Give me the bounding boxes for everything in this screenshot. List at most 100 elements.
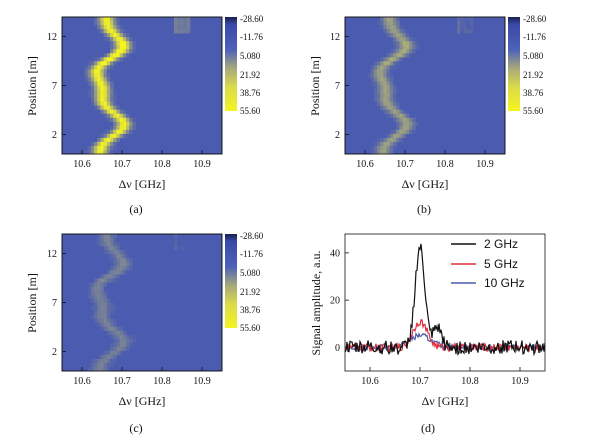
heatmap-cell: [113, 21, 117, 26]
heatmap-cell: [106, 113, 111, 119]
heatmap-cell: [386, 77, 391, 82]
y-tick-label: 12: [47, 249, 57, 260]
heatmap-cell: [183, 29, 188, 34]
heatmap-cell: [373, 73, 378, 78]
heatmap-cell: [106, 350, 111, 356]
heatmap-cell: [87, 61, 92, 66]
heatmap-cell: [119, 49, 124, 54]
heatmap-cell: [103, 109, 108, 115]
heatmap-cell: [174, 29, 178, 34]
heatmap-cell: [393, 61, 397, 66]
heatmap-cell: [399, 37, 403, 42]
heatmap-cell: [119, 37, 124, 42]
heatmap-cell: [370, 69, 375, 74]
heatmap-cell: [377, 61, 381, 66]
heatmap-cell: [106, 85, 111, 90]
heatmap-cell: [100, 302, 104, 307]
colorbar-label: 5.080: [523, 51, 544, 61]
heatmap-cell: [389, 65, 394, 70]
heatmap-cell: [100, 238, 104, 243]
heatmap-cell: [87, 286, 92, 291]
heatmap-cell: [103, 149, 108, 155]
heatmap-cell: [122, 33, 127, 38]
heatmap-cell: [409, 41, 413, 46]
heatmap-cell: [106, 242, 111, 247]
heatmap-cell: [116, 33, 120, 38]
heatmap-cell: [399, 53, 403, 58]
x-axis-label: Δν [GHz]: [402, 177, 449, 191]
heatmap-cell: [126, 338, 130, 344]
heatmap-cell: [383, 93, 387, 98]
heatmap-cell: [116, 330, 120, 336]
heatmap-cell: [396, 17, 400, 22]
heatmap-cell: [386, 137, 391, 143]
colorbar-label: -28.60: [240, 231, 264, 241]
heatmap-cell: [106, 77, 111, 82]
heatmap-cell: [386, 61, 391, 66]
y-tick-label: 12: [330, 32, 340, 43]
heatmap-cell: [97, 149, 101, 155]
heatmap-cell: [103, 137, 108, 143]
heatmap-cell: [90, 290, 95, 295]
heatmap-cell: [396, 125, 400, 131]
heatmap-cell: [103, 294, 108, 299]
colorbar-b: [508, 17, 520, 111]
heatmap-cell: [103, 306, 108, 311]
heatmap-cell: [393, 145, 397, 151]
heatmap-cell: [126, 346, 130, 352]
x-tick-label: 10.7: [411, 376, 429, 387]
heatmap-cell: [377, 65, 381, 70]
heatmap-cell: [116, 334, 120, 340]
heatmap-cell: [383, 21, 387, 26]
heatmap-cell: [389, 113, 394, 119]
heatmap-cell: [393, 17, 397, 22]
heatmap-cell: [90, 93, 95, 98]
heatmap-cell: [106, 314, 111, 319]
heatmap-cell: [469, 21, 474, 26]
heatmap-cell: [180, 17, 184, 22]
heatmap-cell: [122, 41, 127, 46]
heatmap-cell: [113, 25, 117, 30]
heatmap-cell: [370, 65, 375, 70]
heatmap-cell: [383, 61, 387, 66]
heatmap-cell: [110, 41, 114, 46]
heatmap-cell: [116, 109, 120, 115]
heatmap-cell: [377, 77, 381, 82]
heatmap-cell: [113, 234, 117, 239]
heatmap-cell: [386, 133, 391, 139]
heatmap-cell: [174, 246, 178, 251]
heatmap-cell: [380, 105, 384, 110]
heatmap-cell: [97, 65, 101, 70]
heatmap-cell: [393, 45, 397, 50]
heatmap-cell: [110, 326, 114, 332]
colorbar-label: 38.76: [240, 305, 261, 315]
heatmap-cell: [380, 69, 384, 74]
heatmap-cell: [119, 53, 124, 58]
heatmap-cell: [113, 117, 117, 123]
heatmap-cell: [122, 45, 127, 50]
heatmap-cell: [174, 238, 178, 243]
heatmap-cell: [129, 334, 133, 340]
heatmap-cell: [393, 101, 397, 106]
heatmap-cell: [132, 125, 136, 131]
heatmap-cell: [97, 242, 101, 247]
heatmap-cell: [100, 282, 104, 287]
heatmap-cell: [100, 358, 104, 364]
heatmap-cell: [466, 29, 471, 34]
heatmap-cell: [94, 105, 98, 110]
heatmap-cell: [383, 109, 387, 115]
heatmap-cell: [90, 141, 95, 147]
heatmap-cell: [412, 41, 416, 46]
heatmap-cell: [94, 278, 98, 283]
heatmap-cell: [116, 53, 120, 58]
heatmap-cell: [393, 129, 397, 135]
heatmap-cell: [106, 109, 111, 115]
heatmap-cell: [126, 262, 130, 267]
heatmap-cell: [103, 61, 108, 66]
heatmap-cell: [396, 33, 400, 38]
heatmap-cell: [94, 89, 98, 94]
heatmap-cell: [122, 270, 127, 275]
heatmap-cell: [113, 342, 117, 348]
heatmap-cell: [126, 266, 130, 271]
heatmap-cell: [100, 89, 104, 94]
